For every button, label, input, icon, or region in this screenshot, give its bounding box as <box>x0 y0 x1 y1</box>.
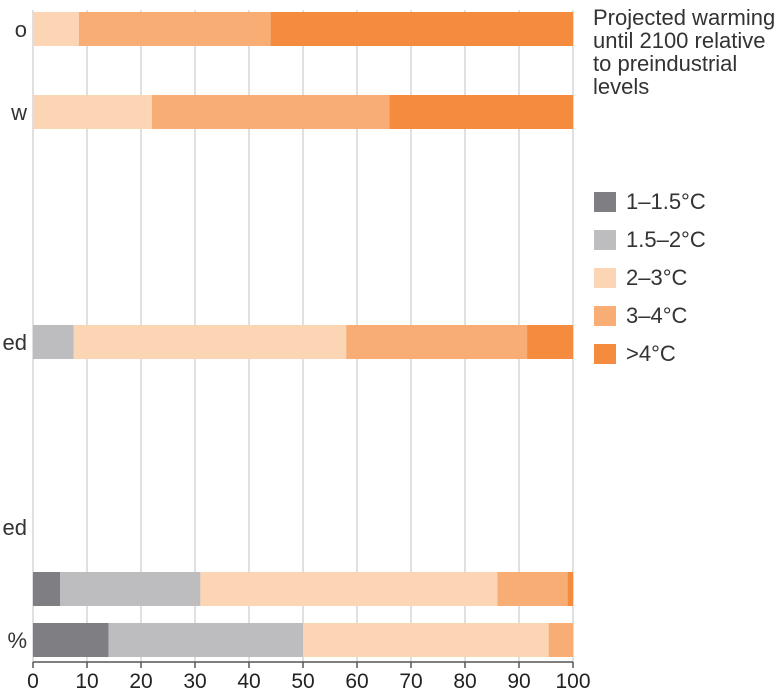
bar-segment <box>33 623 109 657</box>
legend-item: 1.5–2°C <box>594 221 706 259</box>
legend-swatch <box>594 268 616 288</box>
legend-label: >4°C <box>626 341 676 366</box>
legend-swatch <box>594 344 616 364</box>
bar-segment <box>527 325 573 359</box>
bar-segment <box>33 12 79 46</box>
x-tick-label: 50 <box>291 670 314 691</box>
x-tick-label: 30 <box>183 670 206 691</box>
bar-segment <box>33 572 60 606</box>
legend-item: 1–1.5°C <box>594 183 706 221</box>
legend: 1–1.5°C 1.5–2°C 2–3°C 3–4°C >4°C <box>594 183 706 373</box>
bars <box>33 12 573 657</box>
legend-swatch <box>594 230 616 250</box>
legend-swatch <box>594 306 616 326</box>
legend-label: 2–3°C <box>626 265 688 290</box>
row-label: % <box>7 628 27 653</box>
bar-segment <box>78 12 271 46</box>
x-tick-label: 10 <box>75 670 98 691</box>
bar-segment <box>346 325 528 359</box>
row-labels: o w ed ed% <box>3 17 28 653</box>
legend-title: Projected warming until 2100 relative to… <box>593 5 776 99</box>
legend-swatch <box>594 192 616 212</box>
x-tick-label: 20 <box>129 670 152 691</box>
x-tick-label: 90 <box>507 670 530 691</box>
row-label: w <box>10 100 27 125</box>
row-label: ed <box>3 330 27 355</box>
bar-segment <box>548 623 573 657</box>
bar-segment <box>33 325 74 359</box>
legend-label: 1.5–2°C <box>626 227 706 252</box>
legend-item: 3–4°C <box>594 297 706 335</box>
x-tick-label: 80 <box>453 670 476 691</box>
legend-item: >4°C <box>594 335 706 373</box>
bar-segment <box>270 12 573 46</box>
bar-segment <box>389 95 573 129</box>
legend-label: 1–1.5°C <box>626 189 706 214</box>
x-tick-label: 40 <box>237 670 260 691</box>
bar-segment <box>303 623 549 657</box>
legend-item: 2–3°C <box>594 259 706 297</box>
bar-segment <box>200 572 498 606</box>
legend-label: 3–4°C <box>626 303 688 328</box>
x-axis: 0 10 20 30 40 50 60 70 80 90 100 <box>27 661 591 691</box>
bar-segment <box>108 623 303 657</box>
bar-segment <box>151 95 390 129</box>
bar-segment <box>497 572 568 606</box>
row-label: o <box>15 17 27 42</box>
bar-segment <box>567 572 573 606</box>
x-tick-label: 0 <box>27 670 39 691</box>
bar-segment <box>33 95 152 129</box>
row-label: ed <box>3 515 27 540</box>
x-tick-label: 70 <box>399 670 422 691</box>
x-tick-label: 100 <box>555 670 590 691</box>
bar-segment <box>60 572 201 606</box>
x-tick-label: 60 <box>345 670 368 691</box>
bar-segment <box>73 325 347 359</box>
